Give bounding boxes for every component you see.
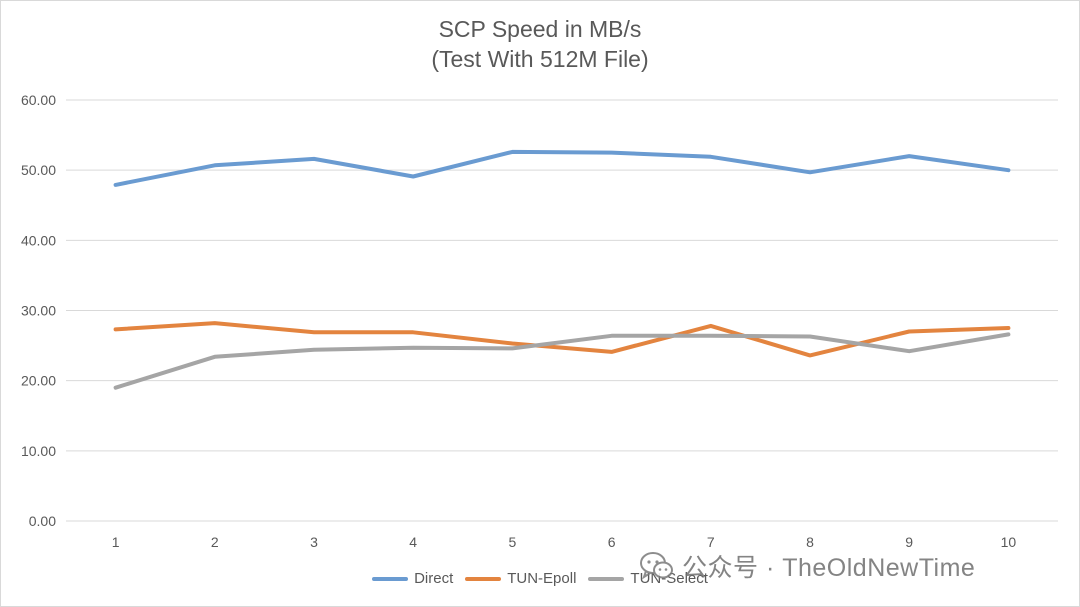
x-tick-label: 2 (211, 534, 219, 550)
watermark: 公众号 · TheOldNewTime (640, 548, 975, 584)
series-line-tun-epoll (113, 321, 1011, 358)
series-lines (113, 149, 1011, 390)
legend-label: Direct (414, 570, 454, 587)
x-tick-label: 9 (905, 534, 913, 550)
legend-item: Direct (372, 570, 453, 587)
series-line-direct (113, 149, 1011, 187)
y-axis-ticks: 0.00 10.00 20.00 30.00 40.00 50.00 60.00 (21, 92, 56, 529)
y-tick-label: 30.00 (21, 303, 56, 319)
x-tick-label: 6 (608, 534, 616, 550)
legend-item: TUN-Epoll (465, 570, 576, 587)
legend-swatch (465, 576, 502, 581)
watermark-text: 公众号 · TheOldNewTime (682, 554, 976, 582)
x-tick-label: 4 (409, 534, 417, 550)
legend-swatch (372, 576, 409, 581)
chart-subtitle: (Test With 512M File) (431, 46, 649, 72)
y-tick-label: 50.00 (21, 162, 56, 178)
grid-lines (66, 99, 1058, 522)
x-tick-label: 1 (112, 534, 120, 550)
y-tick-label: 0.00 (29, 513, 56, 529)
x-tick-label: 5 (509, 534, 517, 550)
y-tick-label: 20.00 (21, 373, 56, 389)
x-axis-ticks: 1 2 3 4 5 6 7 8 9 10 (112, 534, 1017, 550)
wechat-icon (640, 551, 674, 581)
series-line-tun-select (113, 332, 1011, 390)
x-tick-label: 7 (707, 534, 715, 550)
x-tick-label: 8 (806, 534, 814, 550)
legend-label: TUN-Epoll (507, 570, 577, 587)
x-tick-label: 10 (1001, 534, 1017, 550)
legend-swatch (588, 576, 625, 581)
x-tick-label: 3 (310, 534, 318, 550)
chart-title-block: SCP Speed in MB/s (Test With 512M File) (0, 14, 1080, 74)
chart-title: SCP Speed in MB/s (438, 16, 642, 42)
y-tick-label: 60.00 (21, 92, 56, 108)
y-tick-label: 10.00 (21, 443, 56, 459)
y-tick-label: 40.00 (21, 232, 56, 248)
